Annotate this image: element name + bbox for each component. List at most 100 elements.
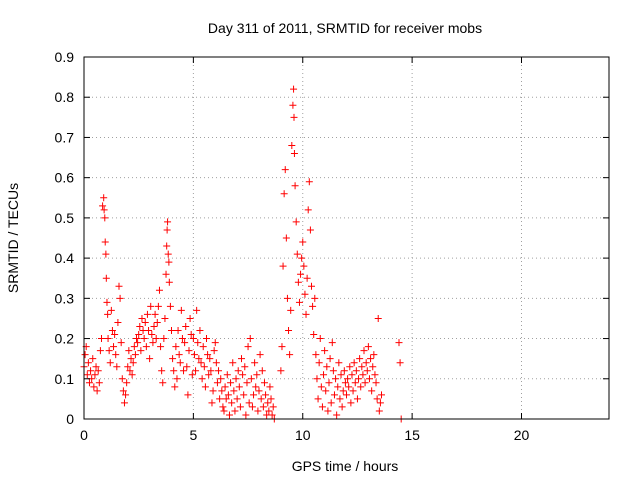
data-point	[359, 371, 367, 379]
data-point	[177, 306, 185, 314]
x-tick-label: 5	[189, 427, 197, 443]
data-point	[231, 407, 239, 415]
data-point	[101, 238, 109, 246]
data-point	[216, 395, 224, 403]
data-point	[230, 387, 238, 395]
data-point	[99, 202, 107, 210]
data-point	[107, 306, 115, 314]
data-point	[220, 407, 228, 415]
data-point	[316, 335, 324, 343]
data-point	[370, 351, 378, 359]
data-point	[182, 322, 190, 330]
data-point	[122, 391, 130, 399]
data-point	[111, 331, 119, 339]
data-point	[104, 310, 112, 318]
data-point	[102, 250, 110, 258]
data-point	[368, 387, 376, 395]
data-point	[358, 363, 366, 371]
x-tick-label: 15	[404, 427, 420, 443]
data-point	[369, 363, 377, 371]
data-point	[268, 411, 276, 419]
data-point	[145, 327, 153, 335]
data-point	[149, 339, 157, 347]
data-point	[204, 351, 212, 359]
data-point	[174, 327, 182, 335]
data-point	[287, 306, 295, 314]
data-point	[264, 399, 272, 407]
data-point	[103, 298, 111, 306]
data-point	[81, 351, 89, 359]
data-point	[312, 351, 320, 359]
data-point	[114, 318, 122, 326]
data-point	[362, 359, 370, 367]
data-point	[290, 85, 298, 93]
data-point	[126, 367, 134, 375]
data-point	[221, 383, 229, 391]
data-point	[363, 367, 371, 375]
data-point	[332, 375, 340, 383]
data-point	[192, 367, 200, 375]
data-point	[255, 387, 263, 395]
data-point	[173, 375, 181, 383]
data-point	[302, 310, 310, 318]
data-point	[185, 347, 193, 355]
y-tick-label: 0.6	[55, 170, 75, 186]
data-point	[291, 182, 299, 190]
x-tick-label: 0	[80, 427, 88, 443]
data-point	[315, 359, 323, 367]
data-point	[181, 339, 189, 347]
data-point	[253, 371, 261, 379]
data-point	[155, 286, 163, 294]
data-point	[308, 282, 315, 290]
data-point	[228, 399, 236, 407]
data-point	[335, 359, 343, 367]
data-point	[234, 367, 242, 375]
data-point	[324, 407, 332, 415]
data-point	[375, 407, 383, 415]
data-point	[118, 375, 126, 383]
data-point	[176, 359, 184, 367]
data-point	[100, 206, 108, 214]
data-point	[322, 387, 330, 395]
data-point	[247, 375, 255, 383]
data-point	[153, 318, 161, 326]
data-point	[329, 367, 337, 375]
chart-title: Day 311 of 2011, SRMTID for receiver mob…	[208, 20, 482, 36]
data-point	[184, 391, 192, 399]
data-point	[165, 278, 173, 286]
data-point	[265, 407, 273, 415]
data-point	[236, 403, 244, 411]
data-point	[158, 367, 166, 375]
data-point	[84, 359, 92, 367]
data-point	[222, 395, 230, 403]
data-point	[171, 383, 179, 391]
data-point	[303, 274, 311, 282]
data-point	[194, 339, 202, 347]
data-point	[355, 375, 363, 383]
data-point	[160, 335, 168, 343]
data-point	[134, 339, 142, 347]
data-point	[277, 367, 285, 375]
data-point	[136, 322, 144, 330]
data-point	[310, 331, 318, 339]
data-point	[341, 379, 349, 387]
data-point	[311, 294, 319, 302]
data-point	[361, 379, 369, 387]
data-point	[137, 347, 145, 355]
data-point	[209, 387, 217, 395]
data-point	[90, 383, 98, 391]
data-point	[110, 343, 118, 351]
data-point	[334, 383, 342, 391]
data-point	[85, 379, 93, 387]
data-point	[299, 238, 307, 246]
data-point	[213, 379, 221, 387]
data-point	[152, 335, 160, 343]
data-point	[200, 363, 208, 371]
data-point	[178, 335, 186, 343]
data-point	[146, 355, 154, 363]
data-point	[290, 113, 298, 121]
x-tick-label: 20	[514, 427, 530, 443]
data-point	[100, 194, 108, 202]
data-point	[203, 335, 210, 343]
data-point	[106, 359, 114, 367]
